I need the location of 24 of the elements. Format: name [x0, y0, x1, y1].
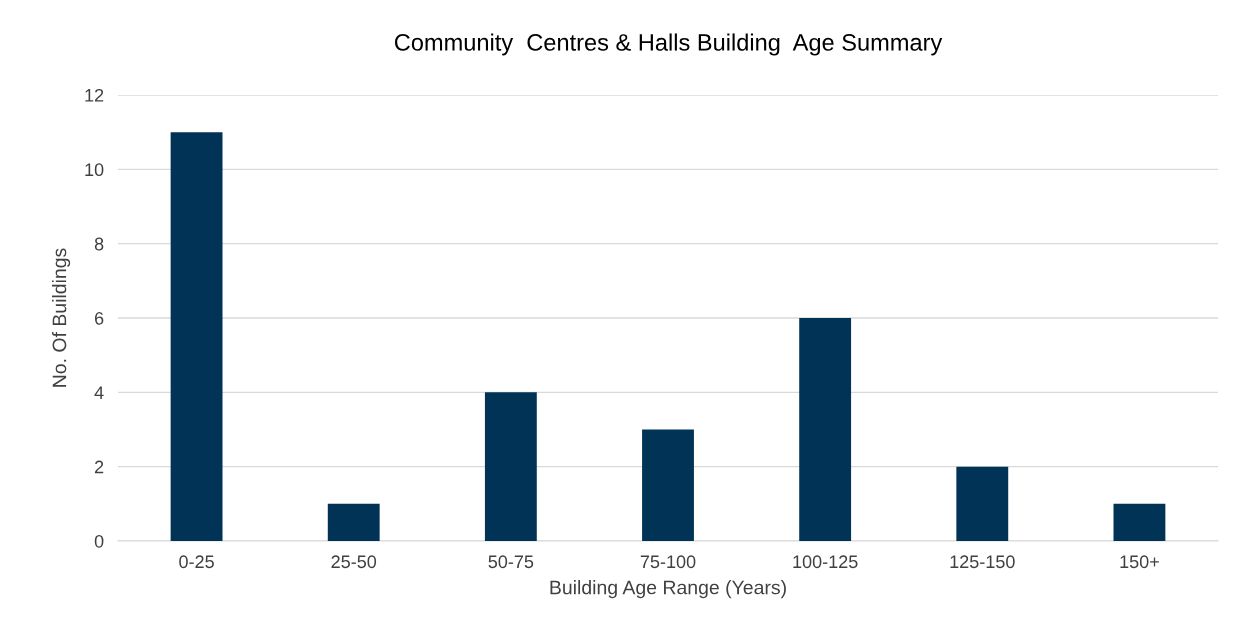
bar	[956, 466, 1009, 541]
bar	[170, 132, 223, 541]
x-tick-label: 25-50	[331, 555, 377, 569]
y-tick-label: 0	[94, 534, 104, 548]
x-tick-label: 150+	[1120, 555, 1159, 569]
y-axis-title: No. Of Buildings	[52, 248, 71, 387]
x-tick-label: 0-25	[179, 555, 214, 569]
bar	[799, 318, 852, 541]
y-tick-label: 8	[94, 237, 104, 251]
x-tick-label: 50-75	[488, 555, 534, 569]
y-tick-label: 4	[94, 386, 104, 399]
y-tick-label: 12	[85, 88, 104, 102]
bar	[1113, 503, 1166, 541]
chart-title: Community Centres & Halls Building Age Summary	[394, 33, 943, 56]
bar	[327, 503, 380, 541]
bar	[642, 429, 694, 541]
y-tick-label: 2	[94, 460, 104, 474]
x-tick-label: 100-125	[793, 555, 858, 569]
bar	[484, 392, 537, 541]
x-axis-title: Building Age Range (Years)	[550, 580, 786, 599]
x-tick-label: 75-100	[640, 555, 696, 569]
y-tick-label: 6	[94, 311, 104, 325]
x-tick-label: 125-150	[950, 555, 1015, 569]
y-tick-label: 10	[85, 163, 104, 177]
